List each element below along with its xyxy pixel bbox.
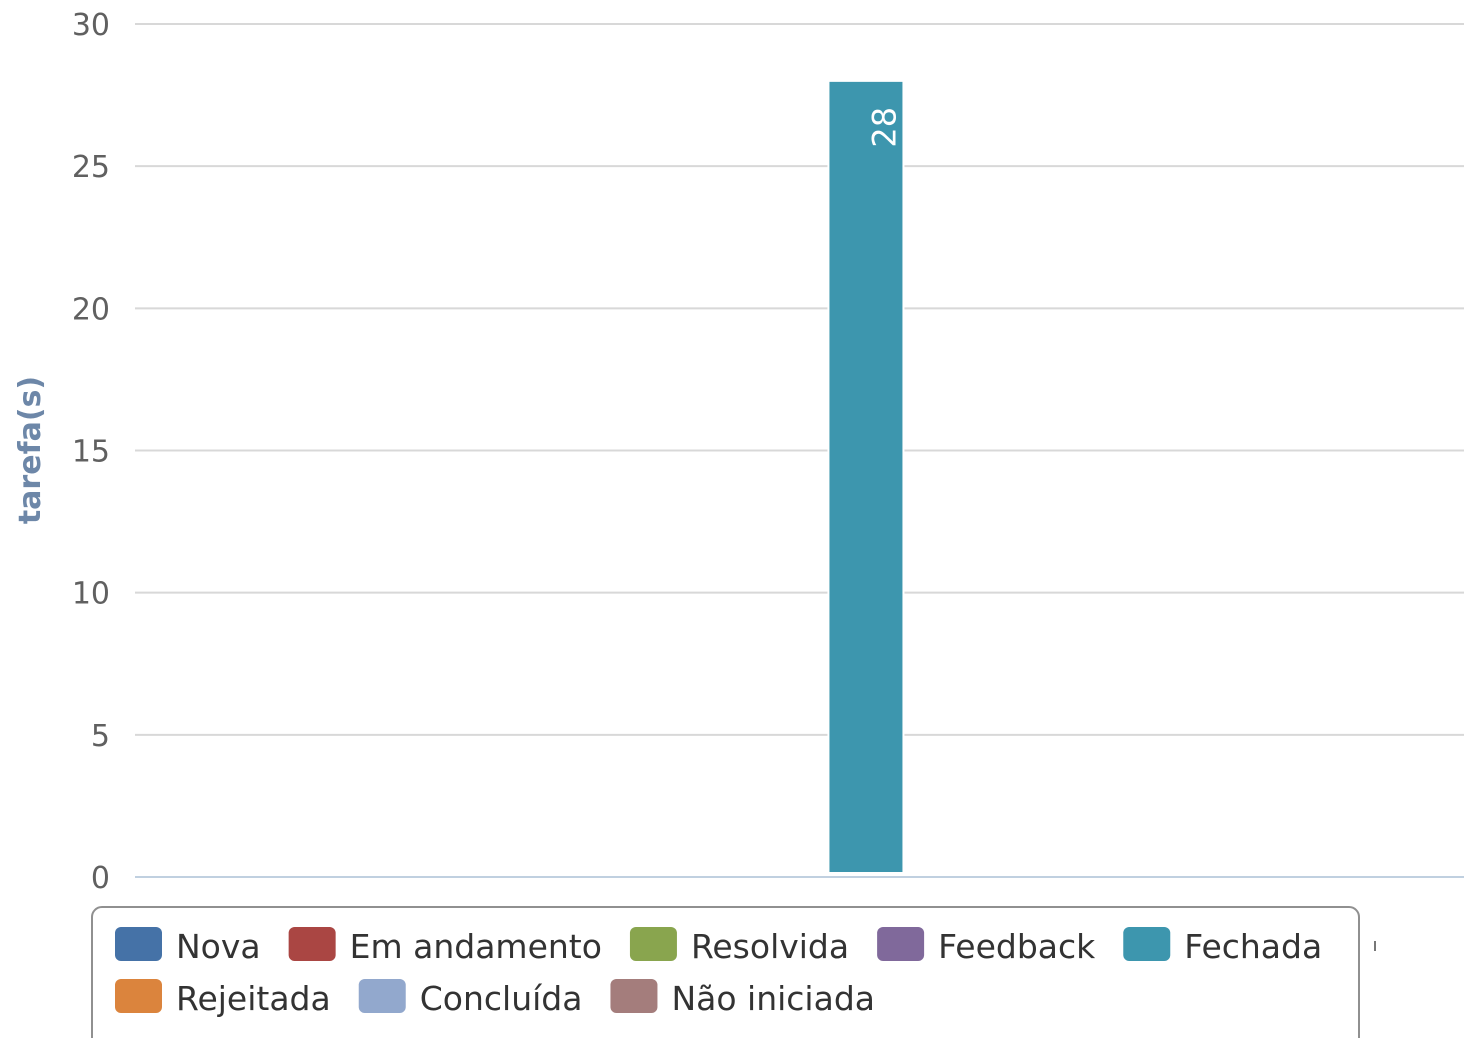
legend-label: Concluída [420,979,583,1018]
legend-item-feedback[interactable]: Feedback [877,927,1096,966]
legend-label: Nova [176,927,261,966]
y-tick-label: 30 [72,8,110,43]
legend-label: Em andamento [350,927,602,966]
legend-swatch [358,979,406,1013]
legend-item-n-o-iniciada[interactable]: Não iniciada [610,979,875,1018]
y-tick-label: 5 [91,719,110,754]
legend-item-resolvida[interactable]: Resolvida [629,927,849,966]
y-axis-ticks: 0 5 10 15 20 25 30 [72,8,110,896]
legend-item-fechada[interactable]: Fechada [1123,927,1322,966]
legend-label: Não iniciada [671,979,875,1018]
y-tick-label: 15 [72,435,110,470]
legend-swatch [1123,927,1171,961]
y-tick-label: 20 [72,292,110,327]
legend-swatch [610,979,658,1013]
legend-scroll-marker [1374,941,1376,951]
legend-swatch [115,979,162,1013]
legend-box [91,906,1360,1038]
legend-label: Feedback [938,927,1096,966]
legend-swatch [288,927,336,961]
bar-fechada[interactable] [827,79,905,875]
legend-label: Resolvida [691,927,849,966]
legend-item-nova[interactable]: Nova [115,927,261,966]
y-tick-label: 10 [72,577,110,612]
legend-swatch [629,927,677,961]
y-axis-label: tarefa(s) [13,376,48,524]
bar-data-label: 28 [865,107,903,148]
y-tick-label: 25 [72,150,110,185]
gridlines [135,23,1464,878]
legend: Nova Em andamento Resolvida Feedback Fechada… [91,906,1376,1038]
legend-swatch [877,927,925,961]
y-tick-label: 0 [91,861,110,896]
legend-swatch [115,927,162,961]
legend-label: Rejeitada [176,979,331,1018]
legend-item-em-andamento[interactable]: Em andamento [288,927,602,966]
legend-item-rejeitada[interactable]: Rejeitada [115,979,331,1018]
bars: 28 [827,79,905,875]
legend-label: Fechada [1184,927,1322,966]
legend-item-conclu-da[interactable]: Concluída [358,979,583,1018]
